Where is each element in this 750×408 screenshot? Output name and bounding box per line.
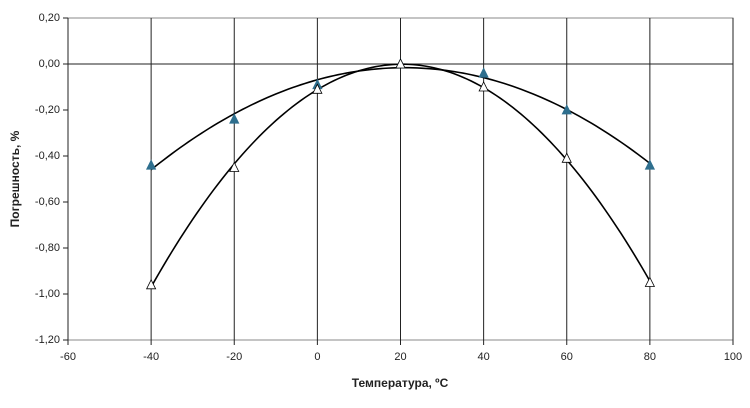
data-point xyxy=(395,58,406,69)
x-tick-label: 100 xyxy=(724,351,742,363)
data-point xyxy=(561,152,572,163)
data-point xyxy=(478,67,489,78)
x-tick-label: 40 xyxy=(478,351,490,363)
x-tick-label: 60 xyxy=(561,351,573,363)
data-point xyxy=(229,113,240,124)
y-axis-title: Погрешность, % xyxy=(8,130,22,227)
x-tick-label: -20 xyxy=(226,351,242,363)
y-tick-label: 0,00 xyxy=(39,58,60,70)
data-point xyxy=(145,278,157,290)
x-tick-label: -60 xyxy=(60,351,76,363)
y-tick-label: 0,20 xyxy=(39,12,60,24)
data-point xyxy=(478,81,489,92)
data-point xyxy=(644,276,656,287)
y-tick-label: -0,20 xyxy=(35,104,60,116)
data-point xyxy=(561,104,572,115)
data-point xyxy=(644,159,656,170)
y-tick-label: -0,40 xyxy=(35,150,60,162)
data-point xyxy=(145,159,157,170)
x-axis-title: Температура, ºC xyxy=(352,376,449,390)
data-point xyxy=(229,161,240,172)
x-tick-label: -40 xyxy=(143,351,159,363)
y-tick-label: -0,80 xyxy=(35,242,60,254)
x-tick-label: 0 xyxy=(314,351,320,363)
data-point xyxy=(312,83,323,94)
x-tick-label: 20 xyxy=(394,351,406,363)
y-tick-label: -0,60 xyxy=(35,196,60,208)
x-tick-label: 80 xyxy=(644,351,656,363)
y-tick-label: -1,20 xyxy=(35,334,60,346)
y-tick-label: -1,00 xyxy=(35,288,60,300)
